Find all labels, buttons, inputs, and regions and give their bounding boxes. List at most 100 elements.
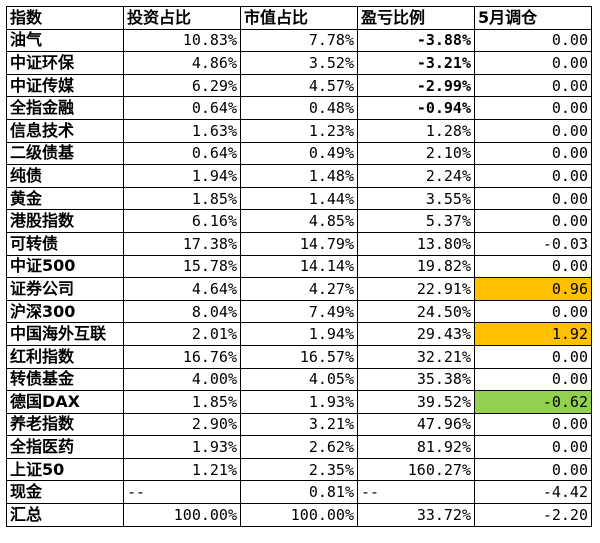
- cell-pnl-ratio[interactable]: -3.88%: [357, 28, 475, 53]
- cell-invest-ratio[interactable]: 1.85%: [123, 390, 241, 414]
- cell-may-adjust[interactable]: 0.00: [474, 254, 592, 279]
- cell-invest-ratio[interactable]: 16.76%: [123, 344, 241, 369]
- cell-index-name[interactable]: 中证环保: [6, 51, 124, 75]
- cell-invest-ratio[interactable]: 1.85%: [123, 186, 241, 211]
- cell-may-adjust[interactable]: 0.00: [474, 73, 592, 98]
- cell-index-name[interactable]: 转债基金: [6, 367, 124, 392]
- cell-invest-ratio[interactable]: 6.16%: [123, 209, 241, 233]
- cell-market-ratio[interactable]: 14.14%: [240, 254, 358, 279]
- cell-may-adjust[interactable]: -0.03: [474, 231, 592, 256]
- cell-may-adjust[interactable]: 0.00: [474, 457, 592, 482]
- cell-may-adjust[interactable]: 0.00: [474, 186, 592, 211]
- cell-may-adjust[interactable]: 0.00: [474, 299, 592, 324]
- cell-may-adjust[interactable]: 0.00: [474, 96, 592, 120]
- cell-market-ratio[interactable]: 4.57%: [240, 73, 358, 98]
- cell-market-ratio[interactable]: 1.94%: [240, 322, 358, 346]
- cell-index-name[interactable]: 信息技术: [6, 118, 124, 143]
- cell-index-name[interactable]: 汇总: [6, 503, 124, 527]
- cell-pnl-ratio[interactable]: --: [357, 480, 475, 505]
- cell-may-adjust[interactable]: -4.42: [474, 480, 592, 505]
- cell-invest-ratio[interactable]: 8.04%: [123, 299, 241, 324]
- header-pnl-ratio[interactable]: 盈亏比例: [357, 6, 475, 30]
- cell-invest-ratio[interactable]: 1.21%: [123, 457, 241, 482]
- cell-may-adjust[interactable]: -2.20: [474, 503, 592, 527]
- cell-index-name[interactable]: 二级债基: [6, 141, 124, 166]
- cell-index-name[interactable]: 纯债: [6, 164, 124, 188]
- cell-market-ratio[interactable]: 7.78%: [240, 28, 358, 53]
- cell-index-name[interactable]: 黄金: [6, 186, 124, 211]
- cell-may-adjust[interactable]: 0.00: [474, 367, 592, 392]
- cell-pnl-ratio[interactable]: -2.99%: [357, 73, 475, 98]
- cell-index-name[interactable]: 养老指数: [6, 412, 124, 437]
- cell-index-name[interactable]: 德国DAX: [6, 390, 124, 414]
- cell-index-name[interactable]: 证券公司: [6, 277, 124, 301]
- cell-pnl-ratio[interactable]: 2.10%: [357, 141, 475, 166]
- cell-pnl-ratio[interactable]: 13.80%: [357, 231, 475, 256]
- cell-market-ratio[interactable]: 4.27%: [240, 277, 358, 301]
- cell-market-ratio[interactable]: 1.48%: [240, 164, 358, 188]
- cell-market-ratio[interactable]: 4.05%: [240, 367, 358, 392]
- cell-may-adjust[interactable]: 0.00: [474, 209, 592, 233]
- cell-may-adjust[interactable]: -0.62: [474, 390, 592, 414]
- cell-invest-ratio[interactable]: 0.64%: [123, 96, 241, 120]
- cell-pnl-ratio[interactable]: 160.27%: [357, 457, 475, 482]
- header-index[interactable]: 指数: [6, 6, 124, 30]
- cell-pnl-ratio[interactable]: 2.24%: [357, 164, 475, 188]
- cell-market-ratio[interactable]: 2.62%: [240, 435, 358, 459]
- cell-index-name[interactable]: 红利指数: [6, 344, 124, 369]
- cell-invest-ratio[interactable]: 100.00%: [123, 503, 241, 527]
- cell-invest-ratio[interactable]: 4.64%: [123, 277, 241, 301]
- cell-invest-ratio[interactable]: 17.38%: [123, 231, 241, 256]
- cell-index-name[interactable]: 全指金融: [6, 96, 124, 120]
- cell-pnl-ratio[interactable]: 24.50%: [357, 299, 475, 324]
- cell-market-ratio[interactable]: 100.00%: [240, 503, 358, 527]
- cell-pnl-ratio[interactable]: 81.92%: [357, 435, 475, 459]
- cell-may-adjust[interactable]: 0.96: [474, 277, 592, 301]
- header-may-adjust[interactable]: 5月调仓: [474, 6, 592, 30]
- cell-may-adjust[interactable]: 1.92: [474, 322, 592, 346]
- cell-may-adjust[interactable]: 0.00: [474, 118, 592, 143]
- cell-market-ratio[interactable]: 1.44%: [240, 186, 358, 211]
- cell-market-ratio[interactable]: 3.21%: [240, 412, 358, 437]
- cell-pnl-ratio[interactable]: 1.28%: [357, 118, 475, 143]
- cell-pnl-ratio[interactable]: 29.43%: [357, 322, 475, 346]
- cell-market-ratio[interactable]: 7.49%: [240, 299, 358, 324]
- cell-pnl-ratio[interactable]: -3.21%: [357, 51, 475, 75]
- cell-may-adjust[interactable]: 0.00: [474, 28, 592, 53]
- cell-pnl-ratio[interactable]: 47.96%: [357, 412, 475, 437]
- cell-index-name[interactable]: 现金: [6, 480, 124, 505]
- cell-index-name[interactable]: 油气: [6, 28, 124, 53]
- cell-invest-ratio[interactable]: 2.90%: [123, 412, 241, 437]
- cell-pnl-ratio[interactable]: -0.94%: [357, 96, 475, 120]
- cell-index-name[interactable]: 上证50: [6, 457, 124, 482]
- cell-invest-ratio[interactable]: 1.93%: [123, 435, 241, 459]
- cell-market-ratio[interactable]: 1.93%: [240, 390, 358, 414]
- cell-index-name[interactable]: 中证500: [6, 254, 124, 279]
- cell-pnl-ratio[interactable]: 19.82%: [357, 254, 475, 279]
- header-market-ratio[interactable]: 市值占比: [240, 6, 358, 30]
- cell-market-ratio[interactable]: 0.81%: [240, 480, 358, 505]
- cell-may-adjust[interactable]: 0.00: [474, 51, 592, 75]
- cell-index-name[interactable]: 可转债: [6, 231, 124, 256]
- cell-may-adjust[interactable]: 0.00: [474, 412, 592, 437]
- cell-pnl-ratio[interactable]: 33.72%: [357, 503, 475, 527]
- cell-market-ratio[interactable]: 2.35%: [240, 457, 358, 482]
- cell-invest-ratio[interactable]: --: [123, 480, 241, 505]
- cell-index-name[interactable]: 中证传媒: [6, 73, 124, 98]
- cell-may-adjust[interactable]: 0.00: [474, 164, 592, 188]
- cell-index-name[interactable]: 全指医药: [6, 435, 124, 459]
- cell-may-adjust[interactable]: 0.00: [474, 435, 592, 459]
- cell-may-adjust[interactable]: 0.00: [474, 344, 592, 369]
- cell-pnl-ratio[interactable]: 39.52%: [357, 390, 475, 414]
- cell-invest-ratio[interactable]: 15.78%: [123, 254, 241, 279]
- cell-pnl-ratio[interactable]: 35.38%: [357, 367, 475, 392]
- cell-invest-ratio[interactable]: 2.01%: [123, 322, 241, 346]
- cell-pnl-ratio[interactable]: 5.37%: [357, 209, 475, 233]
- cell-market-ratio[interactable]: 14.79%: [240, 231, 358, 256]
- cell-market-ratio[interactable]: 4.85%: [240, 209, 358, 233]
- header-invest-ratio[interactable]: 投资占比: [123, 6, 241, 30]
- cell-index-name[interactable]: 中国海外互联: [6, 322, 124, 346]
- cell-invest-ratio[interactable]: 0.64%: [123, 141, 241, 166]
- cell-invest-ratio[interactable]: 10.83%: [123, 28, 241, 53]
- cell-pnl-ratio[interactable]: 32.21%: [357, 344, 475, 369]
